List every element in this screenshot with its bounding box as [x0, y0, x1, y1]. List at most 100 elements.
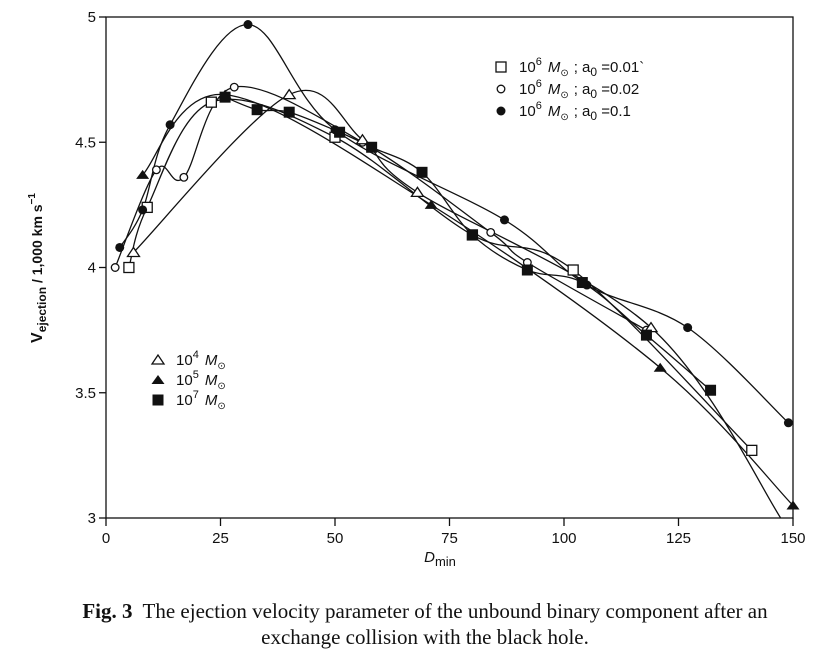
legend-entry-s4: 104 M⊙: [150, 349, 226, 372]
legend-exponent: 6: [536, 100, 542, 112]
y-tick-label: 4.5: [75, 134, 96, 151]
x-tick-label: 150: [780, 530, 805, 547]
legend-marker-s2: [496, 84, 506, 94]
legend-entry-s3: 106 M⊙ ; a0 =0.1: [496, 100, 631, 123]
legend-left: 104 M⊙105 M⊙107 M⊙: [150, 349, 226, 412]
sun-symbol-icon: ⊙: [217, 361, 225, 372]
axes: 33.544.550 25 50 75 100 125 150: [75, 9, 805, 547]
legend-label-s5: 105 M⊙: [176, 369, 226, 392]
data-point-s3: [783, 418, 793, 428]
y-axis-label-sub: ejection: [35, 287, 49, 332]
legend-base: 10: [176, 352, 193, 369]
data-point-s3: [165, 120, 175, 130]
y-axis-label-var: V: [29, 332, 46, 343]
data-point-s3: [683, 323, 693, 333]
series-line-s3: [119, 23, 789, 424]
legend-marker-s6: [152, 394, 164, 406]
plot-frame: [105, 16, 794, 519]
legend-marker-s1: [495, 61, 507, 73]
data-point-s6: [640, 329, 652, 341]
legend-entry-s2: 106 M⊙ ; a0 =0.02: [496, 78, 639, 101]
x-tick-label: 50: [327, 530, 344, 547]
data-point-s2: [179, 172, 189, 182]
data-point-s6: [219, 91, 231, 103]
data-point-s3: [243, 20, 253, 30]
data-point-s1: [567, 264, 579, 276]
x-axis-label: Dmin: [424, 549, 456, 569]
legend-exponent: 4: [193, 349, 199, 361]
legend-unit: M: [205, 392, 218, 409]
y-tick-label: 5: [88, 9, 96, 26]
legend-marker-s4: [150, 353, 166, 365]
data-point-s2: [110, 263, 120, 272]
legend-label-s1: 106 M⊙ ; a0 =0.01`: [519, 56, 644, 79]
data-point-s6: [705, 384, 717, 396]
legend-unit: M: [548, 81, 561, 98]
legend-exponent: 5: [193, 369, 199, 381]
series-markers: [110, 20, 800, 510]
data-point-s5: [136, 169, 150, 179]
y-tick-label: 3.5: [75, 385, 96, 402]
legend-marker-s3: [496, 106, 506, 116]
legend-unit: M: [548, 59, 561, 76]
data-point-s4: [126, 246, 141, 258]
legend-value: =0.01`: [597, 59, 644, 76]
series-line-s4: [133, 89, 782, 518]
y-axis-label-units: / 1,000 km s: [29, 204, 45, 287]
data-point-s6: [576, 277, 588, 289]
x-tick-label: 75: [441, 530, 458, 547]
x-tick-label: 100: [551, 530, 576, 547]
x-axis-label-sub: min: [435, 554, 456, 569]
series-line-s2: [114, 85, 647, 331]
y-tick-label: 4: [88, 260, 96, 277]
legend-param-sub: 0: [590, 87, 597, 101]
data-point-s6: [283, 106, 295, 118]
legend-base: 10: [176, 392, 193, 409]
legend-param: ; a: [574, 59, 591, 76]
series-line-s5: [142, 93, 793, 506]
sun-symbol-icon: ⊙: [560, 68, 568, 79]
x-tick-label: 25: [212, 530, 229, 547]
legend-param: ; a: [574, 103, 591, 120]
legend-base: 10: [519, 103, 536, 120]
data-point-s6: [466, 229, 478, 241]
legend-param-sub: 0: [590, 109, 597, 123]
data-point-s2: [229, 82, 239, 92]
data-point-s1: [746, 444, 758, 457]
legend-unit: M: [205, 352, 218, 369]
legend-entry-s5: 105 M⊙: [151, 369, 226, 392]
data-point-s6: [251, 104, 263, 116]
sun-symbol-icon: ⊙: [217, 381, 225, 392]
legend-label-s2: 106 M⊙ ; a0 =0.02: [519, 78, 639, 101]
data-point-s2: [151, 165, 161, 175]
legend-label-s6: 107 M⊙: [176, 389, 226, 412]
data-point-s3: [138, 205, 148, 215]
legend-label-s3: 106 M⊙ ; a0 =0.1: [519, 100, 631, 123]
legend-base: 10: [519, 59, 536, 76]
y-tick-label: 3: [88, 510, 96, 527]
data-point-s5: [424, 199, 438, 209]
data-point-s3: [115, 242, 125, 252]
series-line-s1: [128, 98, 753, 451]
legend-value: =0.1: [597, 103, 631, 120]
legend-param: ; a: [574, 81, 591, 98]
legend-entry-s6: 107 M⊙: [152, 389, 226, 412]
data-point-s6: [416, 166, 428, 178]
legend-marker-s5: [151, 375, 165, 384]
legend-unit: M: [205, 372, 218, 389]
caption-text: The ejection velocity parameter of the u…: [142, 599, 768, 649]
sun-symbol-icon: ⊙: [217, 401, 225, 412]
data-point-s4: [410, 186, 425, 198]
data-point-s6: [334, 126, 346, 138]
y-axis-label: Vejection / 1,000 km s−1: [27, 193, 49, 343]
legend-label-s4: 104 M⊙: [176, 349, 226, 372]
data-point-s1: [123, 261, 135, 274]
legend-exponent: 7: [193, 389, 199, 401]
legend-value: =0.02: [597, 81, 639, 98]
data-point-s1: [205, 96, 217, 108]
data-point-s6: [366, 141, 378, 153]
data-point-s5: [786, 500, 800, 510]
caption-label: Fig. 3: [82, 599, 133, 623]
data-point-s4: [281, 88, 297, 100]
